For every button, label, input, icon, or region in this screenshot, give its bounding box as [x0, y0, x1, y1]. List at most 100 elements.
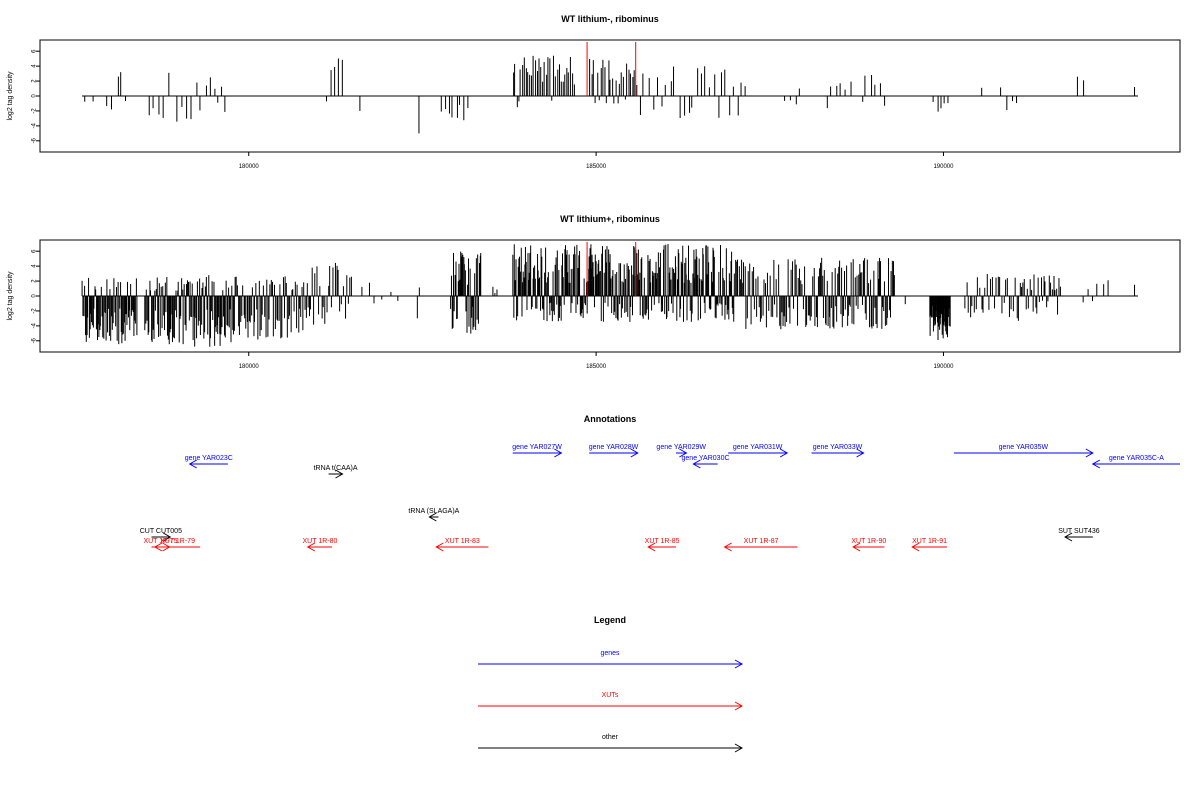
feature-arrowhead [554, 448, 563, 458]
panel-title: WT lithium-, ribominus [561, 14, 659, 24]
y-tick-label: 0 [32, 294, 38, 298]
annotation-feature: XUT 1R-85 [645, 538, 680, 552]
track-panel-lithium-minus: WT lithium-, ribominus log2 tag density … [7, 14, 1181, 170]
annotation-feature: XUT 1R-87 [723, 538, 798, 552]
feature-arrowhead [856, 448, 865, 458]
feature-label: tRNA t(CAA)A [314, 465, 358, 472]
feature-arrowhead [335, 469, 344, 479]
legend-title: Legend [594, 615, 626, 625]
feature-arrowhead [435, 542, 444, 552]
feature-label: SUT SUT436 [1058, 528, 1100, 535]
annotation-feature: XUT 1R-83 [435, 538, 489, 552]
y-tick-label: -6 [32, 137, 38, 143]
feature-label: XUT 1R-85 [645, 538, 680, 545]
feature-arrowhead [679, 448, 688, 458]
y-tick-label: -2 [32, 308, 38, 314]
feature-label: gene YAR035C-A [1109, 455, 1164, 462]
feature-label: gene YAR023C [185, 455, 233, 462]
feature-label: XUT 1R-79 [160, 538, 195, 545]
y-tick-label: -2 [32, 108, 38, 114]
feature-arrowhead [153, 542, 163, 552]
feature-label: XUT 1R-83 [445, 538, 480, 545]
y-tick-label: -4 [32, 323, 38, 329]
y-tick-label: 0 [32, 94, 38, 98]
feature-arrowhead [1091, 459, 1101, 469]
legend-label: genes [600, 650, 620, 657]
x-tick-label: 190000 [933, 164, 954, 170]
feature-label: gene YAR031W [733, 444, 783, 451]
feature-label: gene YAR028W [589, 444, 639, 451]
feature-label: XUT 1R-90 [851, 538, 886, 545]
legend-label: XUTs [602, 692, 619, 699]
legend-entry: genes [478, 650, 744, 669]
feature-arrowhead [630, 448, 639, 458]
feature-label: gene YAR027W [512, 444, 562, 451]
feature-label: CUT CUT005 [140, 528, 182, 535]
feature-arrowhead [428, 512, 437, 522]
highlight-lines [586, 42, 637, 96]
y-tick-label: -6 [32, 337, 38, 343]
legend-label: other [602, 734, 619, 741]
legend-entry: other [478, 734, 744, 753]
x-tick-label: 180000 [239, 364, 260, 370]
annotation-feature: tRNA t(CAA)A [314, 465, 358, 479]
feature-label: XUT 1R-80 [303, 538, 338, 545]
feature-arrowhead [162, 532, 172, 542]
y-tick-label: 6 [32, 49, 38, 53]
x-tick-label: 190000 [933, 364, 954, 370]
x-axis: 180000 185000 190000 [239, 152, 954, 170]
y-axis-label: log2 tag density [7, 271, 14, 321]
highlight-lines [586, 242, 637, 296]
legend-arrowhead [734, 659, 744, 669]
annotation-feature: gene YAR035W [953, 444, 1094, 458]
annotation-feature: gene YAR031W [728, 444, 789, 458]
feature-label: XUT 1F-75 [143, 538, 177, 545]
annotation-feature: gene YAR030C [682, 455, 730, 469]
x-tick-label: 185000 [586, 364, 607, 370]
feature-arrowhead [1064, 532, 1073, 542]
annotation-feature: gene YAR023C [185, 455, 233, 469]
feature-arrowhead [306, 542, 316, 552]
y-axis: 6 4 2 0 -2 -4 -6 [32, 49, 40, 143]
y-tick-label: 4 [32, 264, 38, 268]
y-tick-label: 4 [32, 64, 38, 68]
panel-title: WT lithium+, ribominus [560, 214, 660, 224]
feature-arrowhead [188, 459, 197, 469]
bar-series [81, 244, 1136, 347]
legend-panel: Legend genes XUTs other [478, 615, 744, 753]
feature-arrowhead [911, 542, 920, 552]
y-axis-label: log2 tag density [7, 71, 14, 121]
feature-label: gene YAR029W [656, 444, 706, 451]
x-tick-label: 180000 [239, 164, 260, 170]
annotation-feature: gene YAR029W [656, 444, 706, 458]
track-panel-lithium-plus: WT lithium+, ribominus log2 tag density … [7, 214, 1181, 370]
annotation-feature: XUT 1R-80 [303, 538, 338, 552]
annotation-feature: gene YAR035C-A [1091, 455, 1180, 469]
annotation-feature: gene YAR027W [512, 444, 563, 458]
bar-series [84, 55, 1136, 134]
feature-label: gene YAR033W [813, 444, 863, 451]
annotation-feature: gene YAR033W [811, 444, 865, 458]
feature-arrowhead [723, 542, 732, 552]
x-axis: 180000 185000 190000 [239, 352, 954, 370]
feature-label: gene YAR030C [682, 455, 730, 462]
annotation-feature: XUT 1R-79 [153, 538, 201, 552]
legend-arrowhead [734, 701, 744, 711]
annotation-features: gene YAR023C tRNA t(CAA)A tRNA (SLAGA)A CUT… [140, 444, 1180, 552]
y-tick-label: 6 [32, 249, 38, 253]
feature-arrowhead [852, 542, 861, 552]
y-tick-label: -4 [32, 123, 38, 129]
feature-label: tRNA (SLAGA)A [408, 508, 459, 515]
annotation-feature: XUT 1R-91 [911, 538, 947, 552]
y-tick-label: 2 [32, 79, 38, 83]
legend-arrowhead [734, 743, 744, 753]
feature-arrowhead [1085, 448, 1094, 458]
feature-arrowhead [779, 448, 789, 458]
legend-entry: XUTs [478, 692, 744, 711]
x-tick-label: 185000 [586, 164, 607, 170]
annotation-feature: gene YAR028W [589, 444, 639, 458]
feature-label: gene YAR035W [999, 444, 1049, 451]
y-axis: 6 4 2 0 -2 -4 -6 [32, 249, 40, 343]
legend-entries: genes XUTs other [478, 650, 744, 753]
